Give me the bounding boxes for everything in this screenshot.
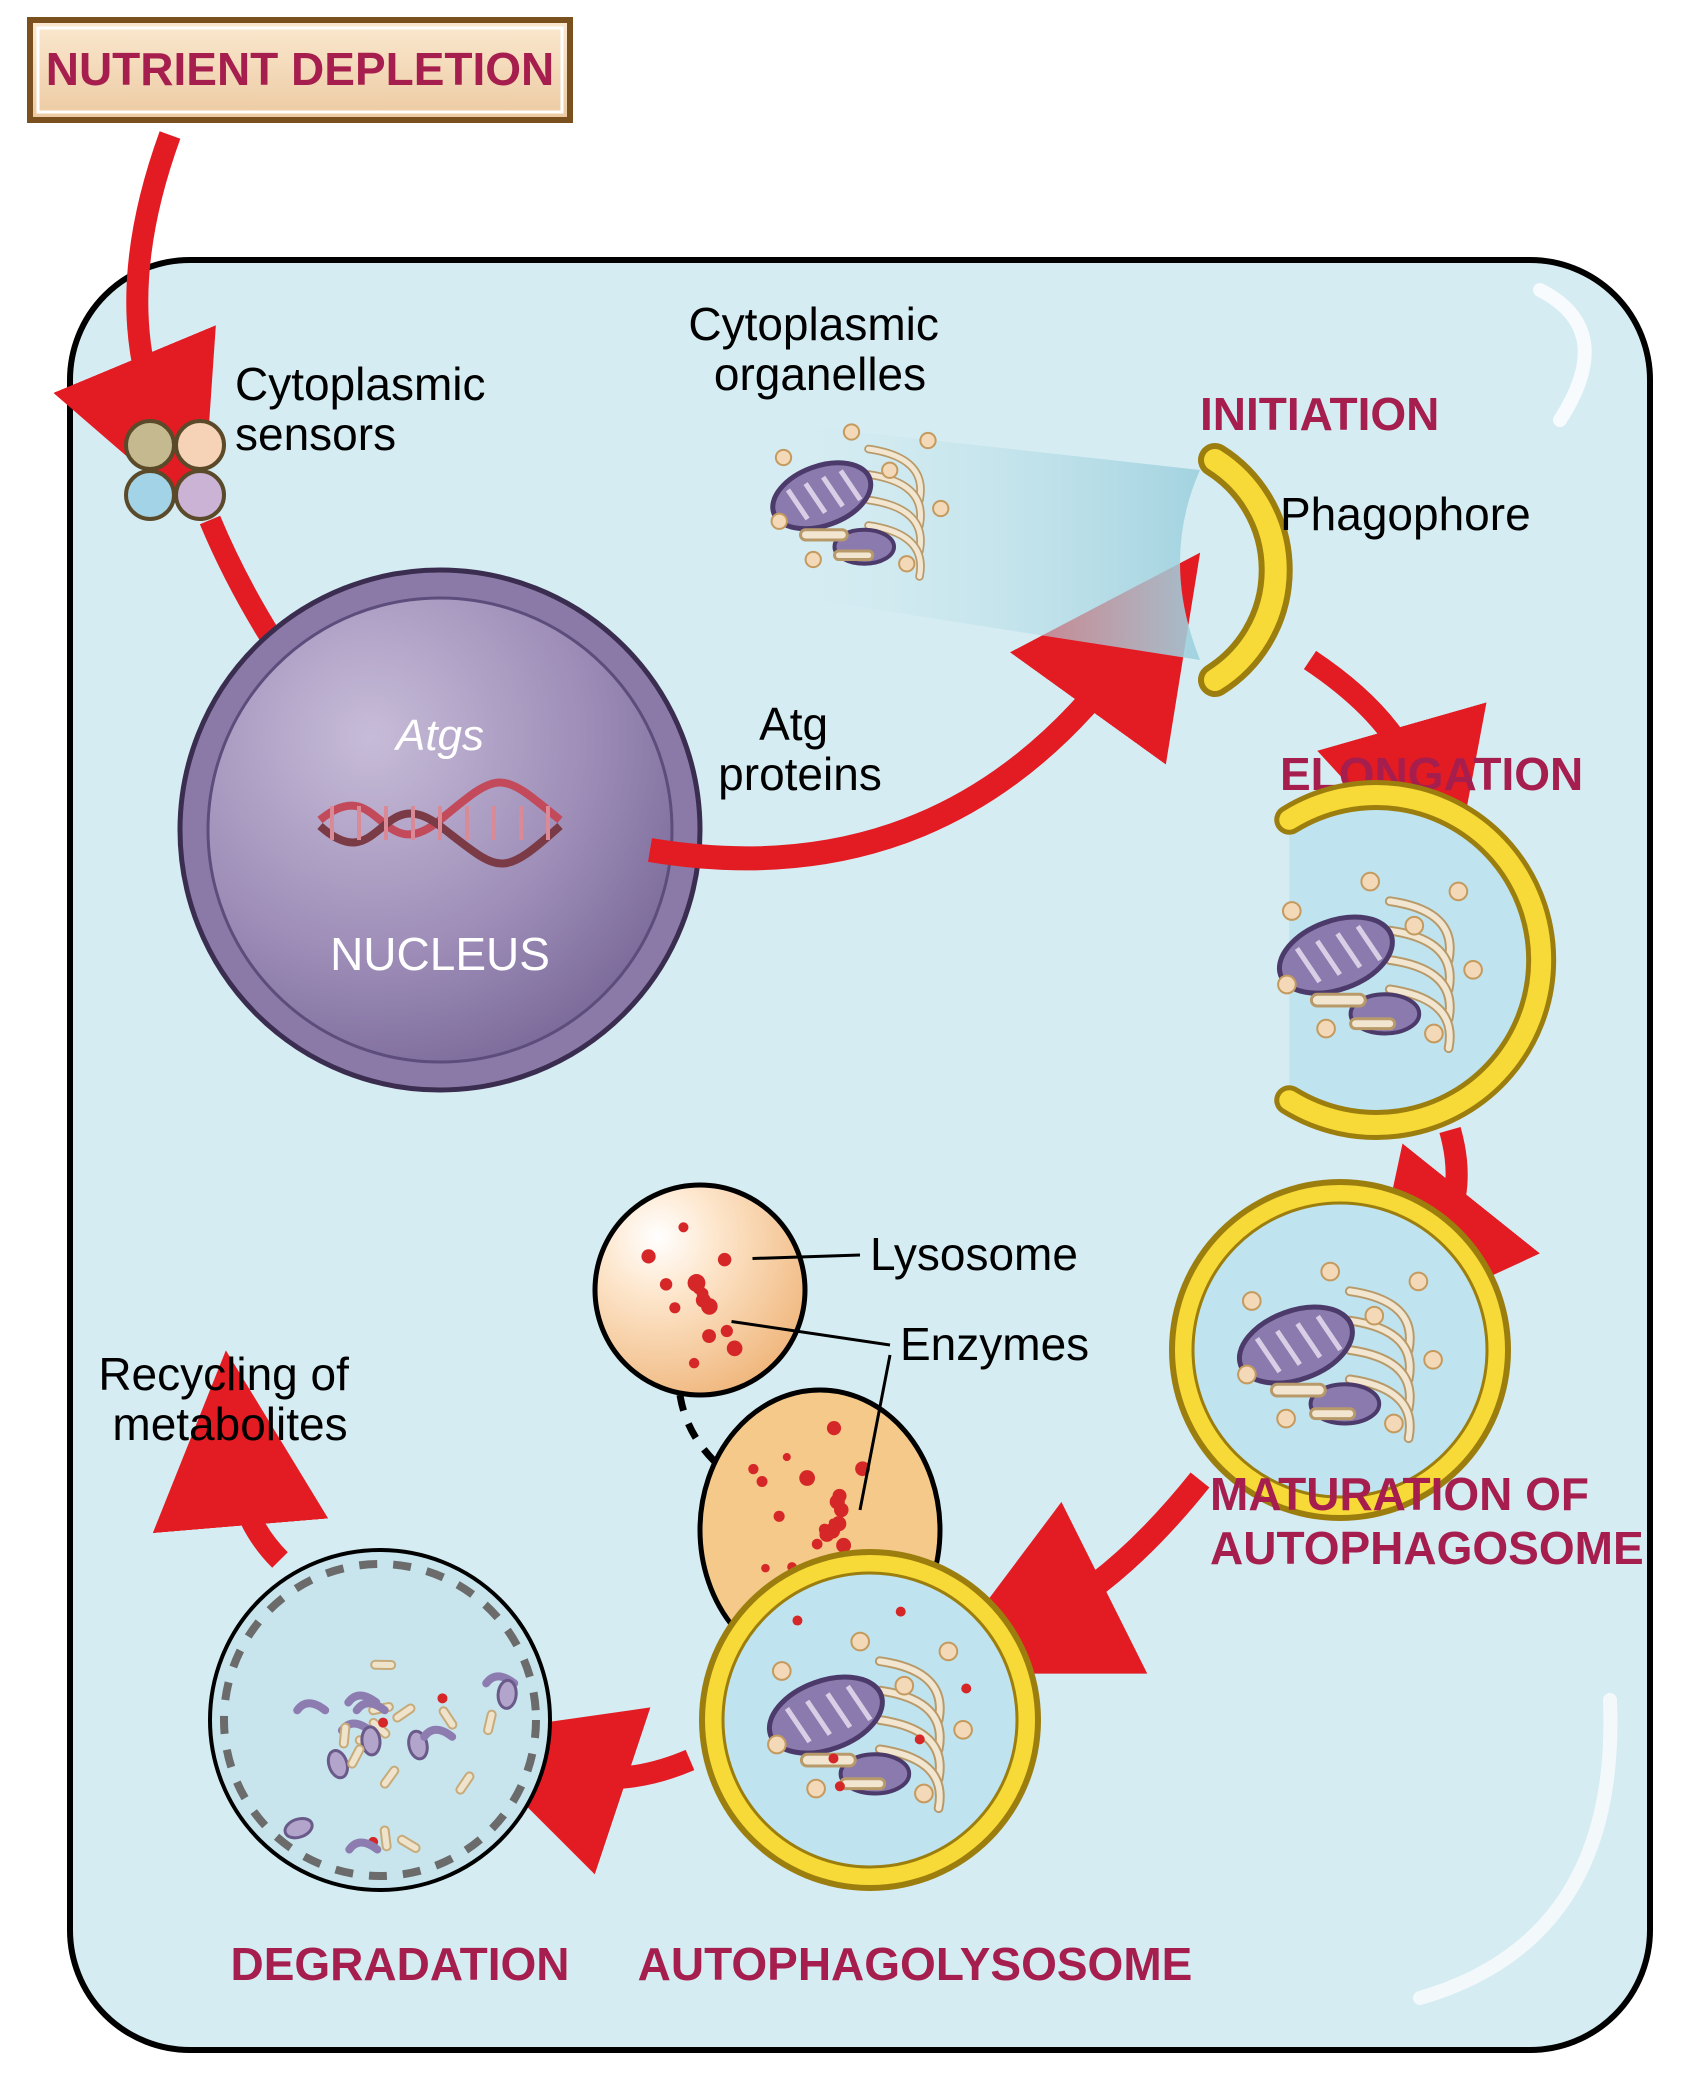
degradation-vesicle xyxy=(210,1550,550,1890)
cytoplasmic-organelles-label: Cytoplasmic organelles xyxy=(688,298,951,400)
atgs-label: Atgs xyxy=(393,711,484,760)
nutrient-depletion-box: NUTRIENT DEPLETION xyxy=(30,20,570,120)
lysosome-label: Lysosome xyxy=(870,1228,1078,1280)
lysosome xyxy=(595,1185,805,1395)
elongation-vesicle xyxy=(1269,795,1541,1125)
autophagolysosome-label: AUTOPHAGOLYSOSOME xyxy=(638,1938,1193,1990)
nucleus: Atgs NUCLEUS xyxy=(180,570,700,1090)
nucleus-label: NUCLEUS xyxy=(330,928,550,980)
initiation-label: INITIATION xyxy=(1200,388,1439,440)
degradation-label: DEGRADATION xyxy=(230,1938,569,1990)
enzymes-label: Enzymes xyxy=(900,1318,1089,1370)
nutrient-depletion-label: NUTRIENT DEPLETION xyxy=(46,43,555,95)
phagophore-label: Phagophore xyxy=(1280,488,1531,540)
recycling-label: Recycling of metabolites xyxy=(98,1348,361,1450)
